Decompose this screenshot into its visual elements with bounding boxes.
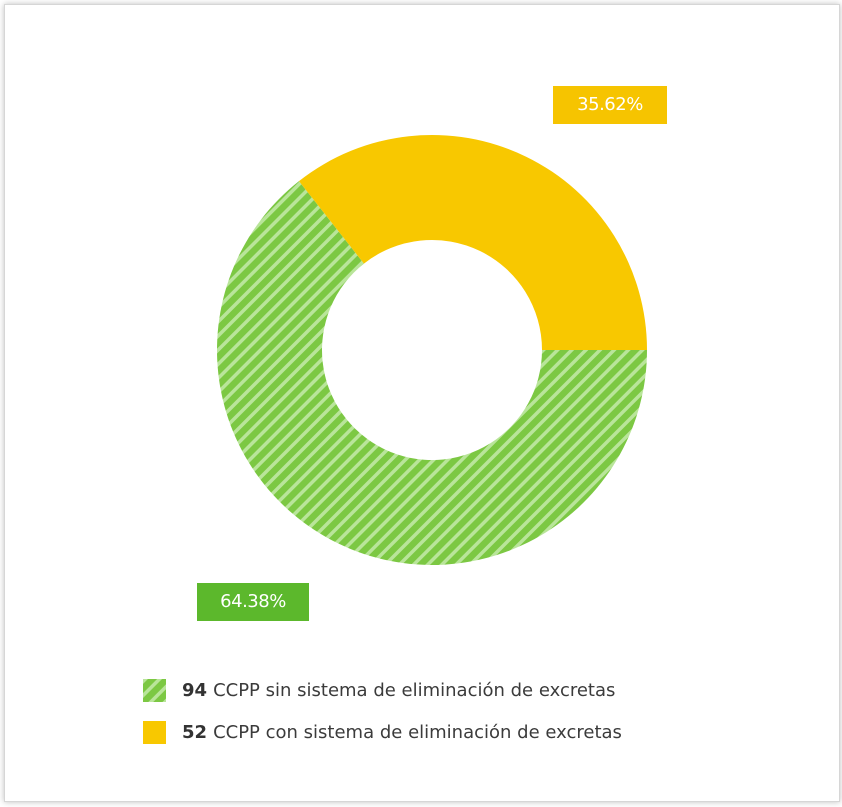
legend-item-sin: 94 CCPP sin sistema de eliminación de ex… <box>143 675 622 705</box>
donut-slice-2 <box>298 134 647 350</box>
slice-percent-label-sin: 64.38% <box>197 583 309 621</box>
legend-label: CCPP con sistema de eliminación de excre… <box>213 721 622 743</box>
donut-slice-1 <box>217 181 648 566</box>
legend-count: 52 <box>182 721 208 743</box>
donut-slices <box>217 134 648 566</box>
legend-label: CCPP sin sistema de eliminación de excre… <box>213 679 616 701</box>
slice-percent-label-con: 35.62% <box>553 86 667 124</box>
chart-legend: 94 CCPP sin sistema de eliminación de ex… <box>143 675 622 759</box>
striped-green-swatch-icon <box>143 678 166 702</box>
yellow-swatch-icon <box>143 720 166 744</box>
legend-item-con: 52 CCPP con sistema de eliminación de ex… <box>143 717 622 747</box>
legend-count: 94 <box>182 679 208 701</box>
